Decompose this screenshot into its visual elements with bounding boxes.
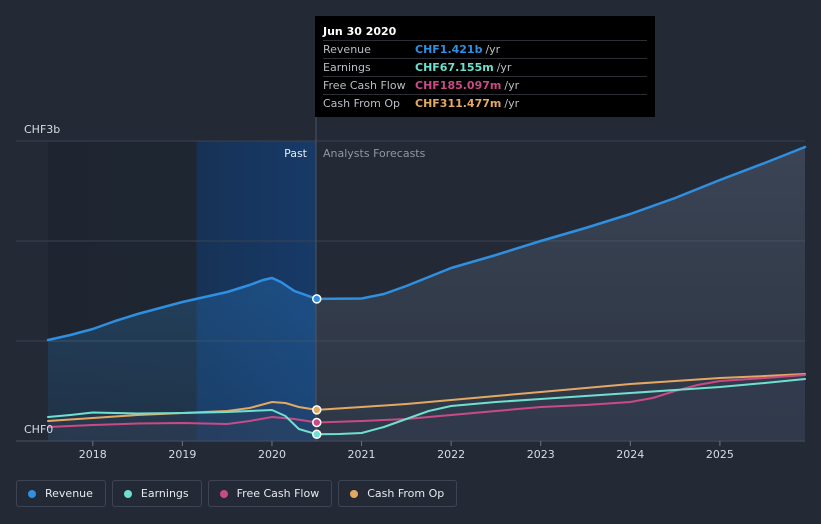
revenue-area-forecast: [316, 147, 805, 441]
x-tick-label: 2021: [348, 448, 376, 461]
tooltip-label: Revenue: [323, 43, 371, 56]
y-axis-top-label: CHF3b: [24, 123, 60, 136]
series-lines: [46, 145, 807, 436]
free-cash-flow-area: [48, 375, 805, 441]
legend-label: Cash From Op: [367, 487, 445, 500]
x-tick-label: 2025: [706, 448, 734, 461]
x-tick-label: 2024: [616, 448, 644, 461]
free-cash-flow-line: [47, 374, 806, 428]
forecast-label: Analysts Forecasts: [323, 147, 426, 160]
x-axis: 2018 2019 2020 2021 2022 2023 2024 2025: [79, 441, 734, 461]
x-tick-label: 2023: [527, 448, 555, 461]
tooltip-value: CHF311.477m: [415, 97, 502, 110]
tooltip-unit: /yr: [504, 79, 520, 92]
tooltip-row-revenue: Revenue CHF1.421b /yr: [323, 40, 647, 58]
tooltip-value: CHF1.421b: [415, 43, 483, 56]
tooltip-unit: /yr: [496, 61, 512, 74]
hover-markers: [312, 294, 322, 440]
earnings-dot-icon: [123, 489, 132, 498]
tooltip-unit: /yr: [485, 43, 501, 56]
revenue-marker: [312, 294, 322, 304]
tooltip-row-cash-from-op: Cash From Op CHF311.477m /yr: [323, 94, 647, 112]
x-tick-label: 2018: [79, 448, 107, 461]
revenue-dot-icon: [28, 489, 36, 498]
cash-from-op-area: [48, 374, 805, 441]
y-axis-bottom-label: CHF0: [24, 423, 53, 436]
revenue-line: [46, 145, 807, 342]
legend-label: Free Cash Flow: [236, 487, 320, 500]
tooltip-row-free-cash-flow: Free Cash Flow CHF185.097m /yr: [323, 76, 647, 94]
legend-item-earnings[interactable]: Earnings: [111, 480, 202, 507]
tooltip-value: CHF67.155m: [415, 61, 494, 74]
free-cash-flow-marker: [312, 417, 322, 428]
legend: Revenue Earnings Free Cash Flow Cash Fro…: [16, 480, 458, 509]
free-cash-flow-dot-icon: [219, 489, 228, 498]
x-tick-label: 2020: [258, 448, 286, 461]
legend-label: Revenue: [45, 487, 93, 500]
cash-from-op-marker: [312, 405, 322, 415]
earnings-line: [47, 378, 806, 436]
tooltip-date: Jun 30 2020: [323, 25, 397, 38]
tooltip-label: Earnings: [323, 61, 371, 74]
tooltip-value: CHF185.097m: [415, 79, 502, 92]
series-areas: [48, 147, 805, 441]
tooltip-unit: /yr: [504, 97, 520, 110]
legend-item-revenue[interactable]: Revenue: [16, 480, 106, 507]
x-tick-label: 2019: [168, 448, 196, 461]
tooltip-label: Free Cash Flow: [323, 79, 406, 92]
tooltip-label: Cash From Op: [323, 97, 401, 110]
revenue-area-past: [48, 278, 316, 441]
legend-item-free-cash-flow[interactable]: Free Cash Flow: [207, 480, 333, 507]
legend-item-cash-from-op[interactable]: Cash From Op: [338, 480, 458, 507]
past-label: Past: [284, 147, 308, 160]
tooltip: Jun 30 2020 Revenue CHF1.421b /yr Earnin…: [315, 16, 655, 117]
legend-label: Earnings: [140, 487, 189, 500]
x-tick-label: 2022: [437, 448, 465, 461]
tooltip-row-earnings: Earnings CHF67.155m /yr: [323, 58, 647, 76]
earnings-marker: [312, 429, 322, 440]
cash-from-op-dot-icon: [350, 489, 359, 498]
